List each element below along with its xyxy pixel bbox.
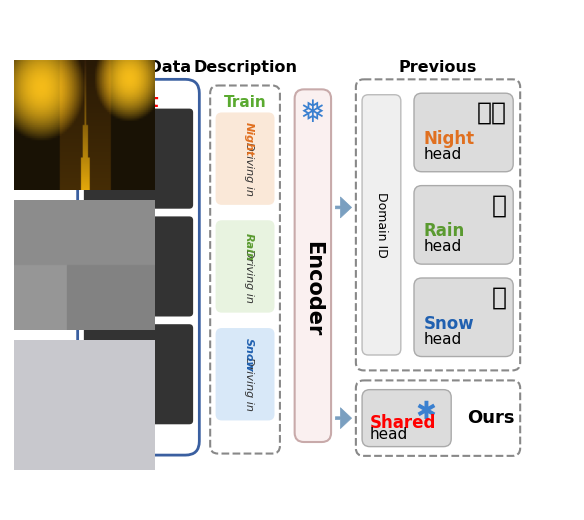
FancyBboxPatch shape	[215, 112, 274, 205]
Text: Previous: Previous	[399, 60, 477, 75]
Text: Driving in: Driving in	[244, 249, 254, 307]
Text: head: head	[423, 332, 461, 347]
FancyBboxPatch shape	[78, 80, 199, 455]
FancyBboxPatch shape	[84, 324, 193, 424]
FancyBboxPatch shape	[210, 85, 280, 453]
Text: 🌨: 🌨	[492, 285, 507, 310]
Text: Test: Test	[118, 93, 159, 111]
Text: Shared: Shared	[370, 414, 436, 432]
Text: 🌤🌑: 🌤🌑	[477, 101, 507, 125]
Text: Snow: Snow	[244, 338, 254, 372]
Text: Train: Train	[224, 95, 266, 110]
Text: Rain: Rain	[423, 222, 464, 240]
FancyBboxPatch shape	[84, 109, 193, 209]
FancyBboxPatch shape	[295, 89, 331, 442]
Text: Driving in: Driving in	[244, 357, 254, 414]
Text: Night: Night	[244, 122, 254, 157]
Text: 🌧: 🌧	[492, 193, 507, 217]
Text: Encoder: Encoder	[303, 241, 323, 336]
FancyBboxPatch shape	[362, 389, 451, 447]
FancyBboxPatch shape	[356, 381, 520, 456]
FancyBboxPatch shape	[414, 186, 513, 264]
Text: Night: Night	[423, 130, 474, 148]
Text: ✱: ✱	[416, 400, 437, 424]
FancyBboxPatch shape	[362, 95, 401, 355]
Text: Snow: Snow	[423, 315, 474, 333]
FancyBboxPatch shape	[414, 93, 513, 172]
FancyBboxPatch shape	[215, 328, 274, 421]
Text: head: head	[370, 426, 408, 441]
FancyBboxPatch shape	[414, 278, 513, 357]
Text: head: head	[423, 147, 461, 162]
FancyBboxPatch shape	[84, 216, 193, 317]
Text: Ours: Ours	[467, 409, 515, 427]
Text: Description: Description	[193, 60, 297, 75]
FancyBboxPatch shape	[356, 80, 520, 370]
Text: ❅: ❅	[300, 99, 326, 128]
Text: Domain ID: Domain ID	[375, 192, 388, 258]
Text: Target Data: Target Data	[85, 60, 192, 75]
Text: Driving in: Driving in	[244, 141, 254, 199]
FancyBboxPatch shape	[215, 220, 274, 313]
Text: Rain: Rain	[244, 233, 254, 261]
Text: head: head	[423, 239, 461, 254]
